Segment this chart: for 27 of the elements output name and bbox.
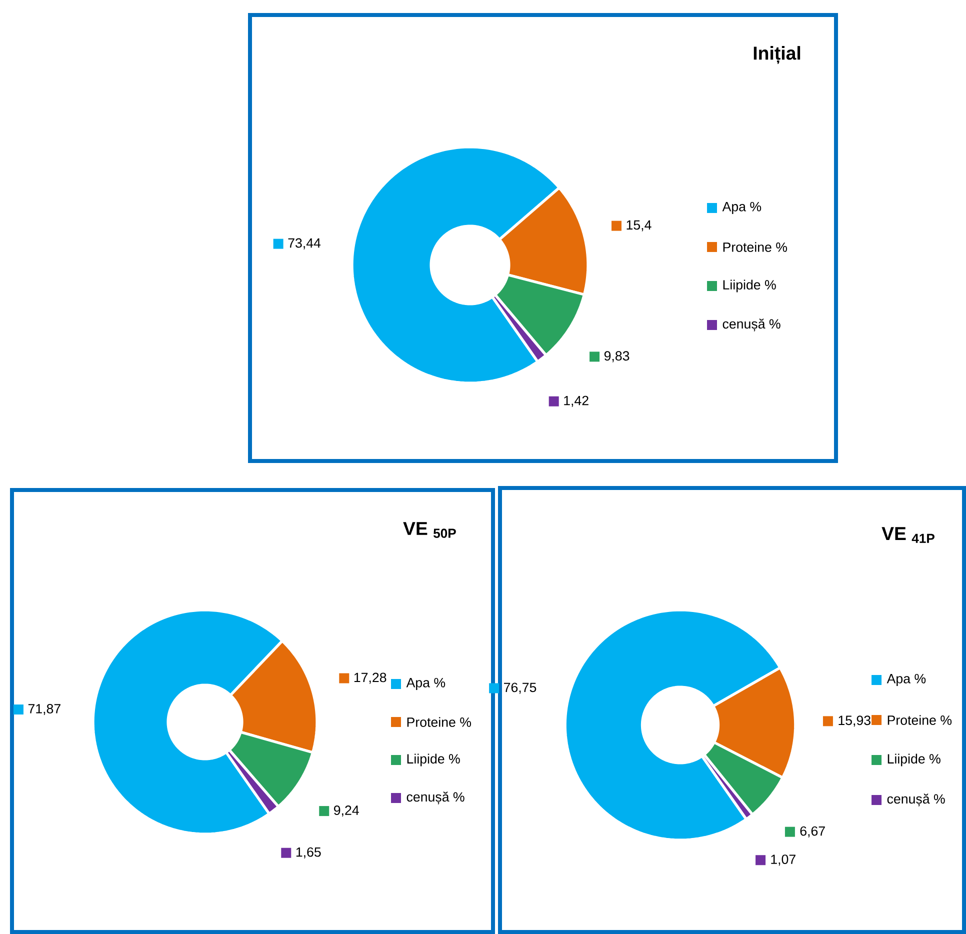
legend-label: Liipide % [723,280,776,292]
data-label: 15,93 [838,716,870,727]
legend-label: Liipide % [407,754,460,766]
legend-label: Proteine % [723,242,788,252]
legend-label: Liipide % [888,754,940,766]
chart-title: VE $_{50P}$ [403,522,456,538]
data-label: 9,24 [334,806,359,817]
legend-label: cenușă % [722,318,780,332]
data-label: 71,87 [28,704,60,716]
legend-label: Apa % [406,678,446,690]
legend-label: Apa % [722,202,762,214]
legend-label: Apa % [886,674,926,686]
chart-title: Inițial [754,46,800,64]
chart-title: VE $_{41P}$ [882,527,934,543]
legend-label: cenușă % [406,792,464,804]
legend-label: Proteine % [888,715,952,725]
data-label: 6,67 [800,826,825,838]
data-label: 1,65 [296,847,321,858]
data-label: 1,42 [564,396,588,407]
data-label: 73,44 [288,238,321,250]
data-label: 76,75 [504,682,536,694]
data-label: 15,4 [626,220,652,232]
data-label: 9,83 [604,351,630,362]
data-label: 17,28 [354,672,386,684]
data-label: 1,07 [771,854,796,866]
legend-label: cenușă % [887,794,945,806]
legend-label: Proteine % [407,717,472,727]
